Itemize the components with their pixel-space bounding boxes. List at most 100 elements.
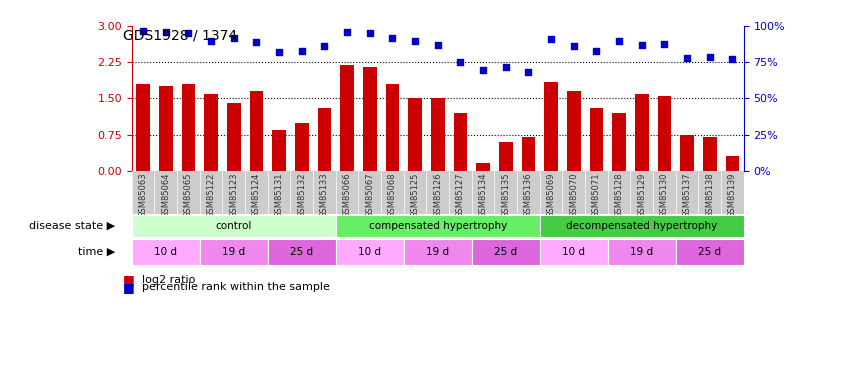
Point [567,44,581,50]
Text: GSM85132: GSM85132 [298,173,306,218]
Bar [336,238,404,265]
Text: GSM85123: GSM85123 [230,173,238,218]
Bar [454,113,468,171]
Text: ■: ■ [123,273,135,286]
Text: GSM85067: GSM85067 [366,173,374,218]
Text: GSM85131: GSM85131 [275,173,284,218]
Text: GSM85127: GSM85127 [456,173,465,218]
Bar [608,238,676,265]
Bar [268,238,336,265]
Bar [132,215,336,237]
Text: GSM85138: GSM85138 [706,173,714,218]
Point [431,42,445,48]
Bar [540,238,608,265]
Bar [204,94,218,171]
Text: GSM85071: GSM85071 [592,173,601,218]
Text: GSM85125: GSM85125 [411,173,420,218]
Text: GSM85124: GSM85124 [252,173,261,218]
Bar [132,238,200,265]
Bar [408,99,422,171]
Text: 25 d: 25 d [494,247,518,256]
Point [544,36,558,42]
Point [182,30,196,36]
Text: GSM85065: GSM85065 [184,173,193,218]
Text: GSM85128: GSM85128 [615,173,624,218]
Bar [635,94,649,171]
Text: GSM85135: GSM85135 [502,173,510,218]
Point [454,59,468,65]
Bar [295,123,309,171]
Text: GSM85126: GSM85126 [434,173,442,218]
Point [726,57,740,63]
Bar [590,108,604,171]
Bar [136,84,150,171]
Text: GSM85068: GSM85068 [388,173,397,218]
Text: GSM85063: GSM85063 [139,173,148,218]
Point [408,38,422,44]
Text: GSM85122: GSM85122 [207,173,216,218]
Text: GDS1928 / 1374: GDS1928 / 1374 [123,28,237,42]
Text: GSM85137: GSM85137 [683,173,692,218]
Point [295,48,309,54]
Point [136,28,150,34]
Point [635,42,649,48]
Bar [318,108,332,171]
Bar [544,82,558,171]
Text: GSM85136: GSM85136 [524,173,533,218]
Text: 10 d: 10 d [358,247,382,256]
Point [318,44,332,50]
Bar [499,142,513,171]
Bar [540,215,744,237]
Bar [703,137,717,171]
Text: 19 d: 19 d [426,247,450,256]
Bar [200,238,268,265]
Point [340,29,354,35]
Point [227,35,241,41]
Bar [431,99,445,171]
Text: GSM85130: GSM85130 [660,173,669,218]
Point [590,48,604,54]
Point [272,49,286,55]
Text: GSM85069: GSM85069 [547,173,556,218]
Bar [522,137,536,171]
Bar [676,238,744,265]
Bar [567,91,581,171]
Text: GSM85133: GSM85133 [320,173,329,218]
Point [204,38,218,44]
Bar [472,238,540,265]
Text: GSM85129: GSM85129 [638,173,646,218]
Bar [227,103,241,171]
Text: 25 d: 25 d [698,247,722,256]
Bar [272,130,286,171]
Point [159,29,173,35]
Text: GSM85070: GSM85070 [570,173,578,218]
Point [522,69,536,75]
Text: GSM85066: GSM85066 [343,173,352,218]
Point [703,54,717,60]
Bar [182,84,196,171]
Text: 19 d: 19 d [630,247,654,256]
Bar [250,91,264,171]
Text: time ▶: time ▶ [77,247,115,256]
Text: log2 ratio: log2 ratio [142,275,196,285]
Text: ■: ■ [123,281,135,294]
Text: disease state ▶: disease state ▶ [29,221,115,231]
Text: compensated hypertrophy: compensated hypertrophy [369,221,507,231]
Bar [658,96,672,171]
Point [612,38,626,44]
Text: percentile rank within the sample: percentile rank within the sample [142,282,330,292]
Point [680,55,694,61]
Point [476,67,490,73]
Bar [404,238,472,265]
Bar [386,84,400,171]
Point [250,39,264,45]
Bar [612,113,626,171]
Text: GSM85134: GSM85134 [479,173,488,218]
Text: decompensated hypertrophy: decompensated hypertrophy [566,221,717,231]
Text: control: control [216,221,252,231]
Bar [159,86,173,171]
Point [658,40,672,46]
Bar [336,215,540,237]
Text: 19 d: 19 d [222,247,246,256]
Text: GSM85139: GSM85139 [728,173,737,218]
